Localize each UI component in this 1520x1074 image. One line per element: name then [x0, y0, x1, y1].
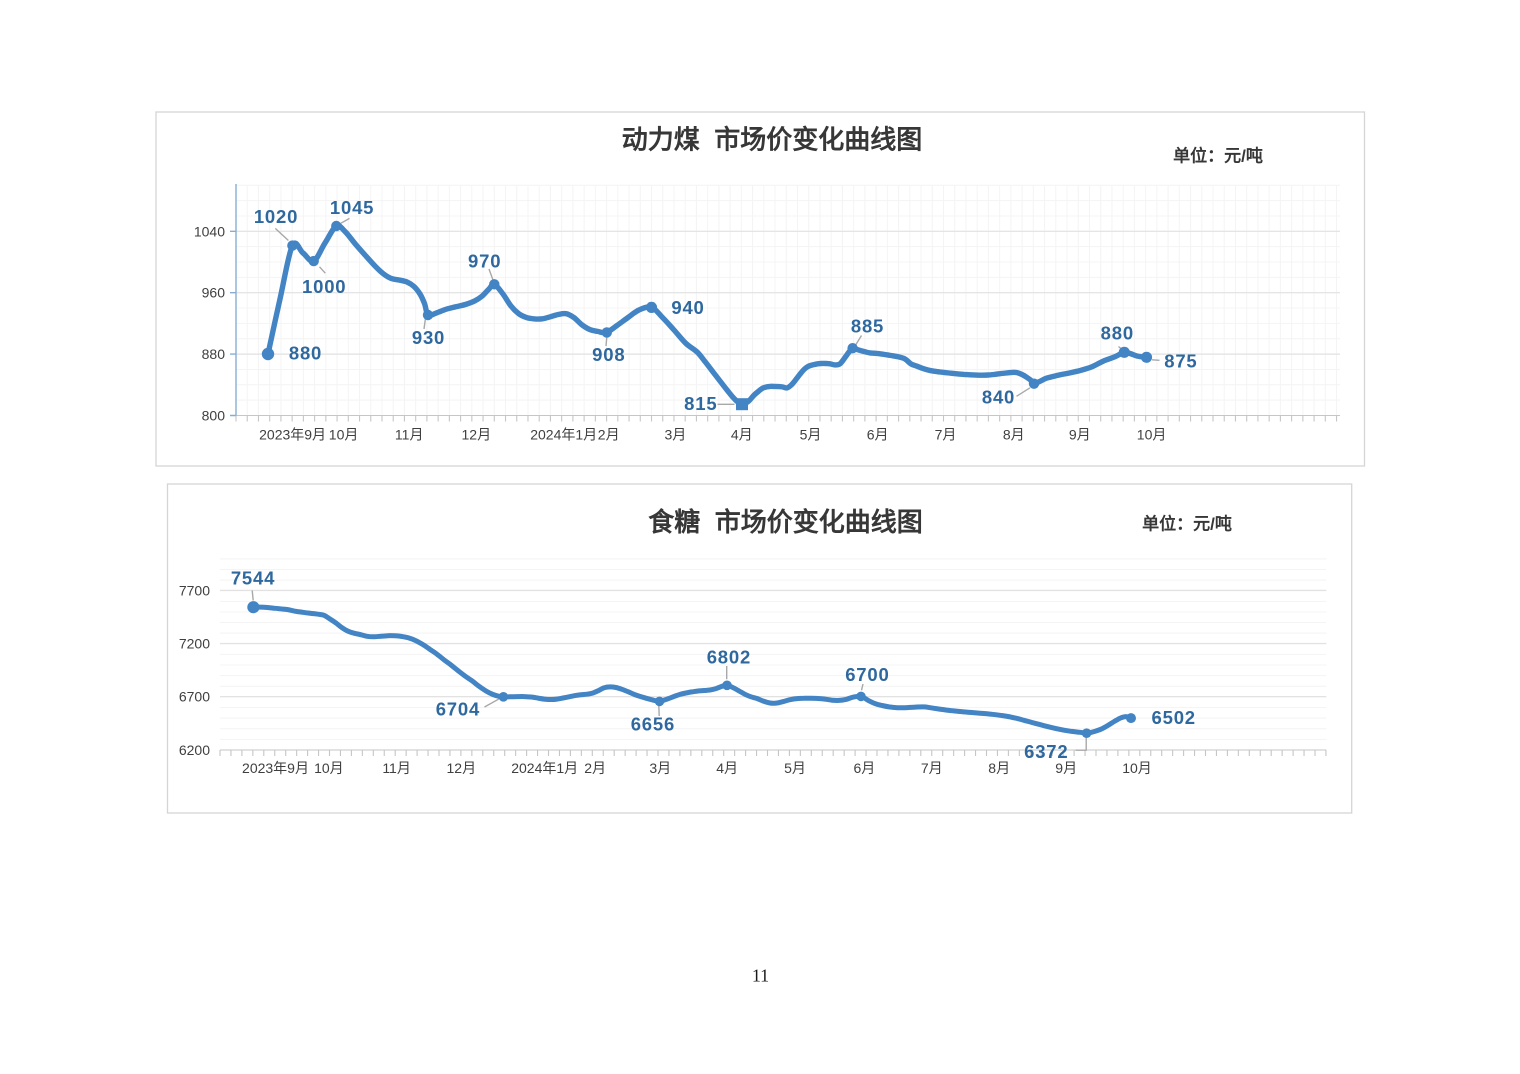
svg-text:3月: 3月: [665, 427, 687, 443]
svg-text:9月: 9月: [1069, 427, 1091, 443]
svg-text:7月: 7月: [935, 427, 957, 443]
svg-text:8月: 8月: [988, 760, 1010, 776]
svg-text:908: 908: [592, 344, 625, 365]
svg-text:2024年1月: 2024年1月: [530, 427, 597, 443]
svg-text:动力煤 市场价变化曲线图: 动力煤 市场价变化曲线图: [622, 125, 922, 155]
svg-text:6372: 6372: [1024, 741, 1068, 762]
svg-text:880: 880: [1101, 323, 1134, 344]
svg-text:6700: 6700: [179, 689, 210, 705]
svg-text:1000: 1000: [302, 276, 346, 297]
svg-text:2024年1月: 2024年1月: [511, 760, 578, 776]
svg-text:885: 885: [851, 315, 884, 336]
svg-text:880: 880: [289, 342, 322, 363]
svg-text:1040: 1040: [194, 223, 225, 239]
svg-text:2023年9月: 2023年9月: [242, 760, 309, 776]
svg-text:10月: 10月: [1137, 427, 1167, 443]
svg-text:5月: 5月: [784, 760, 806, 776]
svg-text:12月: 12月: [447, 760, 477, 776]
svg-text:4月: 4月: [716, 760, 738, 776]
svg-text:11: 11: [752, 966, 769, 986]
svg-text:11月: 11月: [395, 427, 424, 443]
svg-text:7700: 7700: [179, 582, 210, 598]
svg-text:940: 940: [671, 297, 704, 318]
svg-text:6502: 6502: [1152, 707, 1196, 728]
svg-text:1045: 1045: [330, 197, 374, 218]
svg-text:单位：元/吨: 单位：元/吨: [1142, 514, 1232, 534]
svg-text:6700: 6700: [845, 664, 889, 685]
svg-text:7月: 7月: [921, 760, 943, 776]
svg-text:12月: 12月: [462, 427, 492, 443]
svg-text:5月: 5月: [800, 427, 822, 443]
svg-text:11月: 11月: [382, 760, 411, 776]
svg-text:4月: 4月: [731, 427, 753, 443]
svg-text:9月: 9月: [1055, 760, 1077, 776]
svg-text:970: 970: [468, 251, 501, 272]
svg-text:7200: 7200: [179, 636, 210, 652]
svg-text:单位：元/吨: 单位：元/吨: [1173, 146, 1263, 166]
svg-text:840: 840: [982, 387, 1015, 408]
svg-text:800: 800: [202, 408, 226, 424]
svg-text:960: 960: [202, 285, 226, 301]
svg-text:815: 815: [684, 393, 717, 414]
svg-text:875: 875: [1164, 351, 1197, 372]
svg-text:6月: 6月: [854, 760, 876, 776]
svg-text:10月: 10月: [1122, 760, 1152, 776]
svg-text:10月: 10月: [314, 760, 344, 776]
svg-text:食糖 市场价变化曲线图: 食糖 市场价变化曲线图: [648, 507, 922, 537]
svg-text:6704: 6704: [436, 699, 480, 720]
svg-text:3月: 3月: [649, 760, 671, 776]
svg-text:6656: 6656: [631, 714, 675, 735]
svg-text:930: 930: [412, 327, 445, 348]
svg-text:8月: 8月: [1003, 427, 1025, 443]
svg-text:880: 880: [202, 346, 226, 362]
svg-text:1020: 1020: [254, 206, 298, 227]
svg-text:2月: 2月: [598, 427, 620, 443]
svg-text:7544: 7544: [231, 568, 275, 589]
svg-text:2月: 2月: [584, 760, 606, 776]
svg-text:6802: 6802: [707, 646, 751, 667]
svg-text:6月: 6月: [867, 427, 889, 443]
svg-text:2023年9月: 2023年9月: [259, 427, 326, 443]
svg-text:10月: 10月: [329, 427, 359, 443]
svg-text:6200: 6200: [179, 742, 210, 758]
